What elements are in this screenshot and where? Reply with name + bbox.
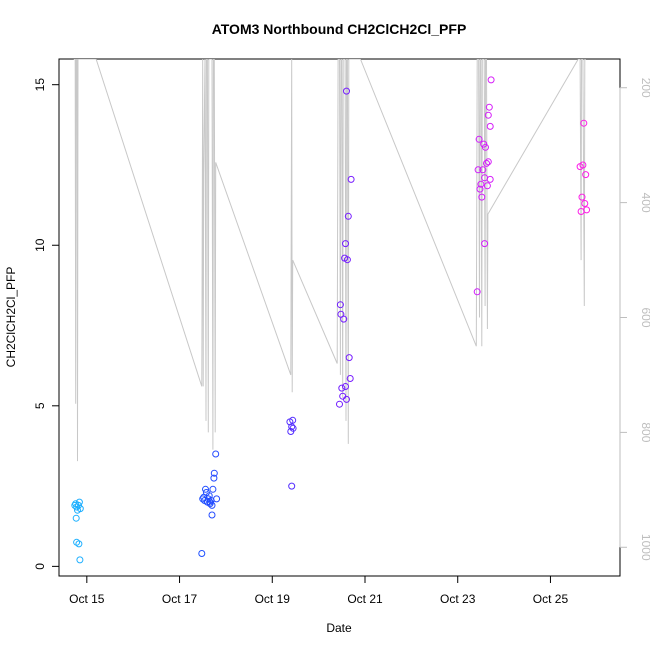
data-point xyxy=(485,103,493,111)
data-point xyxy=(212,450,220,458)
data-point xyxy=(578,193,586,201)
data-point xyxy=(202,485,209,493)
data-point xyxy=(210,474,218,482)
data-point xyxy=(484,158,492,166)
data-point xyxy=(208,501,216,509)
x-tick-label: Oct 25 xyxy=(533,592,569,606)
data-point xyxy=(483,159,490,167)
right-tick-label: 200 xyxy=(639,78,650,98)
right-tick-label: 1000 xyxy=(639,534,650,561)
x-axis: Oct 15 Oct 17 Oct 19 Oct 21 Oct 23 Oct 25 xyxy=(69,575,569,606)
data-point xyxy=(76,505,84,513)
data-point xyxy=(336,301,344,309)
data-point xyxy=(483,182,491,190)
data-point xyxy=(336,400,343,408)
x-tick-label: Oct 19 xyxy=(255,592,291,606)
y-tick-label: 15 xyxy=(33,78,47,92)
x-axis-label: Date xyxy=(326,621,352,635)
data-point xyxy=(288,482,296,490)
data-point xyxy=(205,492,213,500)
altitude-line xyxy=(73,59,586,462)
x-tick-label: Oct 17 xyxy=(162,592,198,606)
data-point xyxy=(486,122,494,130)
data-point xyxy=(343,87,350,95)
data-point xyxy=(288,423,296,431)
y-tick-label: 5 xyxy=(33,402,47,409)
data-point xyxy=(477,180,485,188)
data-point xyxy=(476,185,484,193)
data-point xyxy=(487,76,495,84)
chart-title: ATOM3 Northbound CH2ClCH2Cl_PFP xyxy=(212,21,467,37)
y-axis: 0 5 10 15 xyxy=(33,78,60,570)
data-point xyxy=(338,384,346,392)
x-tick-label: Oct 21 xyxy=(347,592,383,606)
x-tick-label: Oct 15 xyxy=(69,592,105,606)
data-point xyxy=(340,315,348,323)
data-point xyxy=(342,240,349,248)
data-point xyxy=(289,424,297,432)
data-point xyxy=(342,383,349,390)
data-point xyxy=(75,498,83,506)
data-point xyxy=(209,485,217,493)
data-point xyxy=(343,256,351,264)
data-point xyxy=(75,540,83,548)
data-point xyxy=(580,119,588,127)
data-point xyxy=(482,143,489,151)
right-tick-label: 600 xyxy=(639,307,650,327)
data-point xyxy=(579,161,587,169)
y-tick-label: 0 xyxy=(33,563,47,570)
data-point xyxy=(213,495,221,503)
data-point xyxy=(581,200,589,207)
data-point xyxy=(475,135,483,143)
data-point xyxy=(486,175,494,183)
data-point xyxy=(289,416,297,424)
altitude-layer xyxy=(73,59,586,462)
y-axis-label: CH2ClCH2Cl_PFP xyxy=(4,267,18,368)
data-point xyxy=(346,375,354,382)
data-point xyxy=(583,206,591,214)
y-axis-right: 200 400 600 800 1000 xyxy=(619,78,650,561)
data-point xyxy=(481,240,489,248)
right-tick-label: 400 xyxy=(639,193,650,213)
data-point xyxy=(347,175,355,183)
data-point xyxy=(582,171,590,179)
data-point xyxy=(484,111,492,119)
data-point xyxy=(473,288,481,296)
data-point xyxy=(208,511,216,519)
data-point xyxy=(210,469,218,477)
points-layer xyxy=(71,76,591,564)
data-point xyxy=(344,212,352,220)
data-point xyxy=(474,166,482,174)
x-tick-label: Oct 23 xyxy=(440,592,476,606)
data-point xyxy=(479,166,487,174)
data-point xyxy=(343,395,350,403)
data-point xyxy=(76,556,84,564)
right-tick-label: 800 xyxy=(639,422,650,442)
data-point xyxy=(72,514,80,522)
data-point xyxy=(198,550,206,557)
y-tick-label: 10 xyxy=(33,238,47,252)
data-point xyxy=(478,193,486,201)
data-point xyxy=(345,354,353,362)
